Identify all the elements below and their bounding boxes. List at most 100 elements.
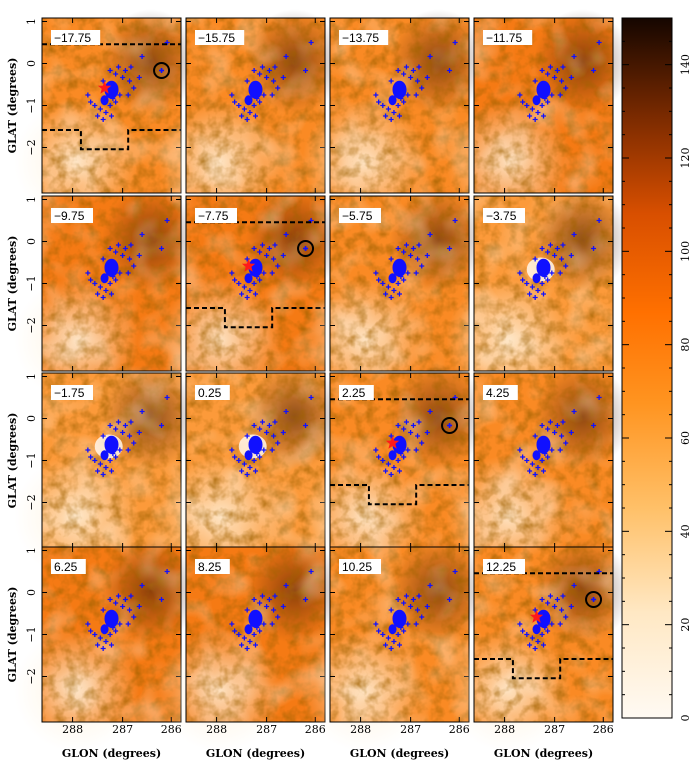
source-cross xyxy=(524,103,530,108)
source-cross xyxy=(257,249,263,255)
channel-panel: −11.75 xyxy=(446,9,632,223)
source-cross xyxy=(545,249,551,255)
source-cross xyxy=(415,256,421,262)
source-cross xyxy=(415,607,421,613)
source-cross xyxy=(239,113,245,119)
source-cross xyxy=(136,253,142,258)
source-cross xyxy=(264,253,270,258)
source-cross xyxy=(559,78,565,84)
source-cross xyxy=(244,607,250,613)
y-tick-label: −1 xyxy=(25,626,38,642)
velocity-label-box xyxy=(339,385,374,400)
source-cross xyxy=(272,419,278,425)
source-cross xyxy=(271,607,277,613)
source-blob xyxy=(532,450,541,461)
source-cross xyxy=(251,103,257,108)
source-cross xyxy=(545,99,551,105)
source-cross xyxy=(376,277,382,283)
source-cross xyxy=(529,635,535,641)
source-cross xyxy=(272,242,278,248)
y-axis-title: GLAT (degrees) xyxy=(6,587,19,683)
source-cross xyxy=(257,454,263,460)
source-cross xyxy=(554,597,560,602)
y-tick-label: 1 xyxy=(25,547,38,554)
velocity-label-box xyxy=(339,559,381,574)
source-cross xyxy=(251,632,257,637)
source-cross xyxy=(385,106,391,112)
source-cross xyxy=(85,270,91,276)
y-tick-label: −2 xyxy=(25,139,38,155)
source-cross xyxy=(413,92,419,98)
source-cross xyxy=(541,468,546,474)
source-cross xyxy=(264,430,270,435)
region-outline xyxy=(186,221,325,329)
source-cluster xyxy=(373,569,458,651)
star-marker xyxy=(97,81,112,94)
source-cross xyxy=(85,621,91,627)
source-cross xyxy=(229,447,235,453)
source-cross xyxy=(413,447,419,453)
y-tick-label: 0 xyxy=(25,415,38,422)
source-cross xyxy=(452,569,458,574)
source-cross xyxy=(251,68,257,73)
source-cross xyxy=(109,468,114,474)
source-cross xyxy=(95,642,101,648)
y-tick-label: 1 xyxy=(25,18,38,25)
source-cross xyxy=(261,621,267,627)
source-cross xyxy=(164,218,170,223)
source-cross xyxy=(391,639,397,644)
source-cross xyxy=(127,607,133,613)
colorbar-tick-label: 60 xyxy=(679,431,692,445)
source-cross xyxy=(259,593,265,599)
channel-panel: −15.75 xyxy=(158,9,344,223)
source-cross xyxy=(97,461,103,467)
velocity-label: 0.25 xyxy=(198,386,222,400)
source-cross xyxy=(259,242,265,248)
x-tick-label: 288 xyxy=(62,723,83,736)
source-cross xyxy=(244,295,250,300)
source-cross xyxy=(545,277,551,283)
velocity-label-box xyxy=(195,30,245,45)
source-cross xyxy=(113,71,119,77)
source-cross xyxy=(120,604,126,609)
source-cross xyxy=(415,78,421,84)
source-cross xyxy=(410,246,416,251)
source-cross xyxy=(120,430,126,435)
x-tick-label: 288 xyxy=(350,723,371,736)
source-cross xyxy=(125,270,131,276)
source-cross xyxy=(591,423,597,428)
velocity-label: −11.75 xyxy=(486,31,522,45)
source-cross xyxy=(532,117,538,122)
source-cross xyxy=(259,64,265,70)
source-cross xyxy=(280,430,286,435)
source-cross xyxy=(424,75,430,80)
source-cross xyxy=(547,242,553,248)
source-cross xyxy=(452,395,458,400)
source-cross xyxy=(269,270,275,276)
source-cross xyxy=(403,419,409,425)
source-cross xyxy=(236,458,242,463)
source-cross xyxy=(272,64,278,70)
source-cross xyxy=(539,632,545,637)
source-cross xyxy=(388,646,394,651)
source-cross xyxy=(97,284,103,290)
source-cross xyxy=(405,447,411,453)
source-cluster xyxy=(373,218,458,300)
x-tick-label: 287 xyxy=(256,723,277,736)
source-cross xyxy=(388,256,394,262)
source-cross xyxy=(88,277,94,283)
source-cross xyxy=(545,454,551,460)
channel-panel: 2.25 xyxy=(302,364,488,578)
source-cross xyxy=(547,593,553,599)
source-cluster xyxy=(517,395,602,477)
velocity-label-box xyxy=(51,559,86,574)
source-cross xyxy=(401,426,407,432)
source-cross xyxy=(539,281,545,286)
source-blob xyxy=(104,609,119,628)
source-blob xyxy=(392,435,407,454)
source-cross xyxy=(383,642,389,648)
source-cross xyxy=(452,40,458,45)
source-blob xyxy=(104,435,119,454)
source-cross xyxy=(136,75,142,80)
source-cross xyxy=(397,642,402,648)
